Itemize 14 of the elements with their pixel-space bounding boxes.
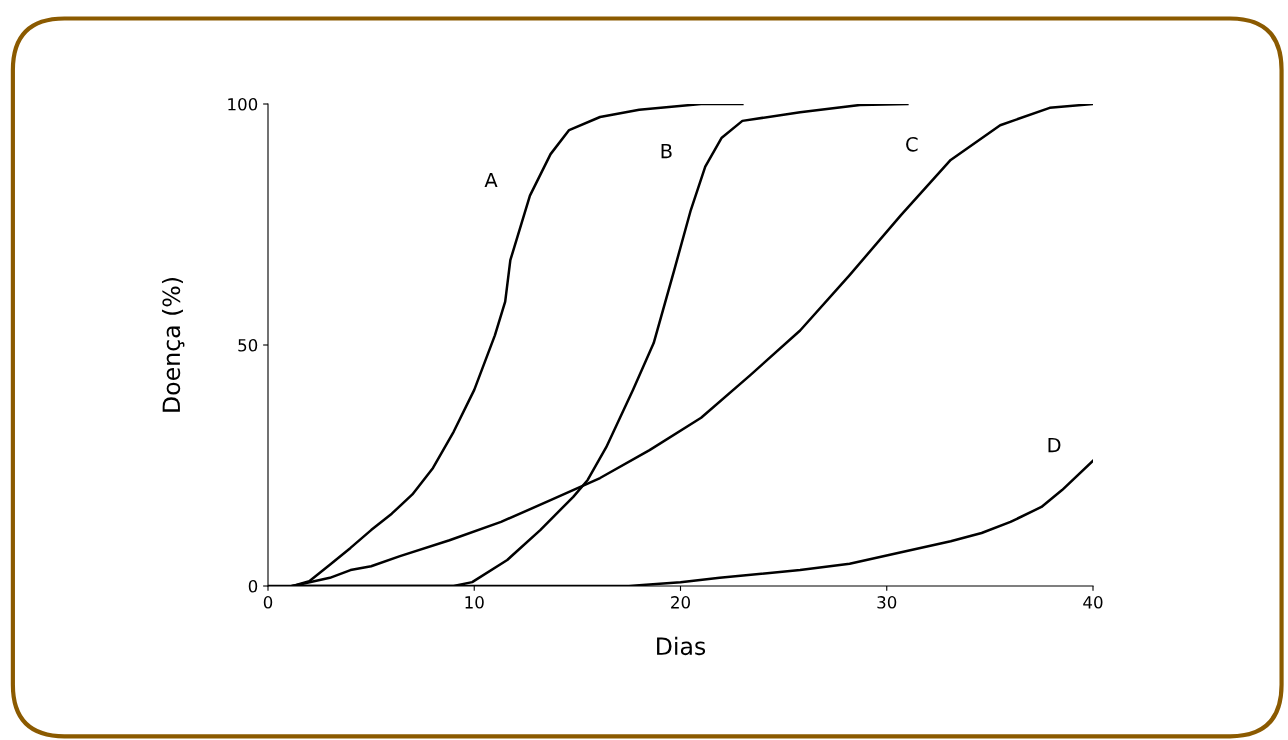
series-label: D: [1048, 437, 1061, 453]
series-label: C: [906, 136, 918, 152]
x-tick-label: 30: [877, 596, 897, 609]
x-tick-label: 20: [671, 596, 690, 609]
x-tick-label: 10: [465, 596, 484, 609]
y-tick-label: 100: [228, 97, 258, 111]
x-tick-label: 40: [1083, 596, 1103, 609]
y-tick-label: 0: [248, 579, 258, 593]
y-axis-title: Doença (%): [161, 278, 185, 412]
x-tick-label: 0: [263, 596, 273, 609]
series-label: B: [661, 143, 672, 159]
x-axis-title: Dias: [657, 636, 706, 656]
y-tick-label: 50: [238, 338, 258, 352]
series-label: A: [484, 172, 498, 188]
